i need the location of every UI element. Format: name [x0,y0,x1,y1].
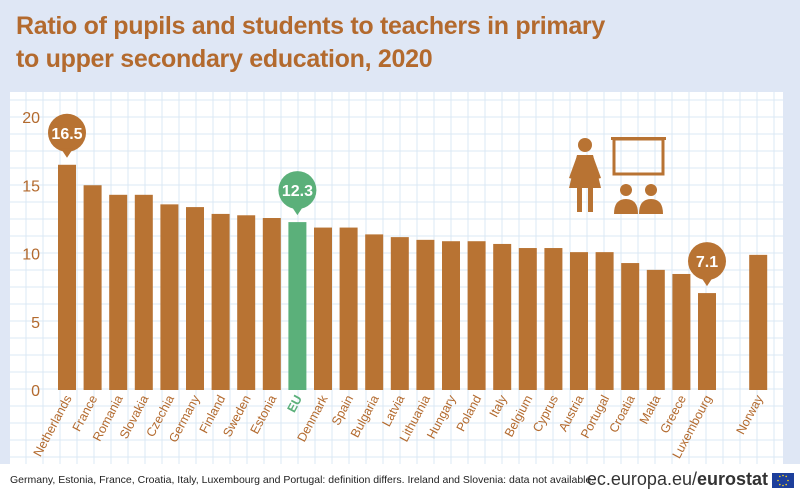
y-tick-label: 20 [22,110,40,127]
data-label-pointer [291,206,304,216]
eu-flag-icon [772,473,794,488]
bar-cyprus [544,248,563,390]
y-axis-ticks: 0 5 10 15 20 [22,110,40,400]
brand-domain: ec.europa.eu/ [586,469,697,489]
data-label-pointer [701,277,713,287]
data-label-bubble [688,242,726,281]
y-tick-label: 15 [22,178,40,195]
eurostat-brand[interactable]: ec.europa.eu/eurostat [587,469,768,490]
bar-lithuania [416,239,435,390]
data-label-netherlands: 16.5 [48,113,86,158]
footnote-text: Germany, Estonia, France, Croatia, Italy… [10,474,595,486]
bar-spain [339,227,358,390]
bars [58,164,768,390]
bar-finland [211,213,230,390]
data-label-pointer [61,148,73,158]
blackboard-icon [611,137,666,176]
bar-netherlands [58,164,76,390]
classroom-illustration [569,137,666,214]
bar-norway [749,254,768,390]
bar-austria [570,252,588,390]
teacher-icon [569,138,601,212]
bar-croatia [621,263,640,390]
data-label-text: 12.3 [282,183,313,200]
students-icon [614,184,663,214]
data-label-text: 7.1 [696,254,718,271]
bar-romania [109,194,128,390]
data-labels: 16.5 12.3 7.1 [48,113,726,287]
y-tick-label: 10 [22,247,40,264]
bar-estonia [262,218,281,390]
title-line-2: to upper secondary education, 2020 [16,45,433,73]
brand-name: eurostat [696,469,768,489]
bar-poland [467,241,486,390]
bar-denmark [314,227,332,390]
bar-latvia [390,237,409,390]
chart-title: Ratio of pupils and students to teachers… [16,10,616,76]
bar-italy [493,243,512,390]
bar-luxembourg [698,293,716,390]
footnote-bar: Germany, Estonia, France, Croatia, Italy… [0,464,800,497]
data-label-eu: 12.3 [278,171,317,216]
title-line-1: Ratio of pupils and students to teachers… [16,12,605,40]
bar-malta [646,269,665,390]
bar-czechia [160,204,179,390]
y-tick-label: 0 [31,383,40,400]
bar-hungary [442,241,460,390]
y-tick-label: 5 [31,315,40,332]
bar-france [83,185,102,390]
data-label-text: 16.5 [51,126,82,143]
bar-slovakia [134,194,153,390]
bar-sweden [237,215,256,390]
bar-belgium [518,248,537,390]
data-label-luxembourg: 7.1 [688,242,726,287]
bar-bulgaria [365,234,384,390]
bar-eu [288,222,307,390]
bar-germany [186,207,204,390]
bar-portugal [595,252,614,390]
data-label-bubble [48,113,86,152]
bar-greece [672,273,691,390]
data-label-bubble [278,171,317,210]
